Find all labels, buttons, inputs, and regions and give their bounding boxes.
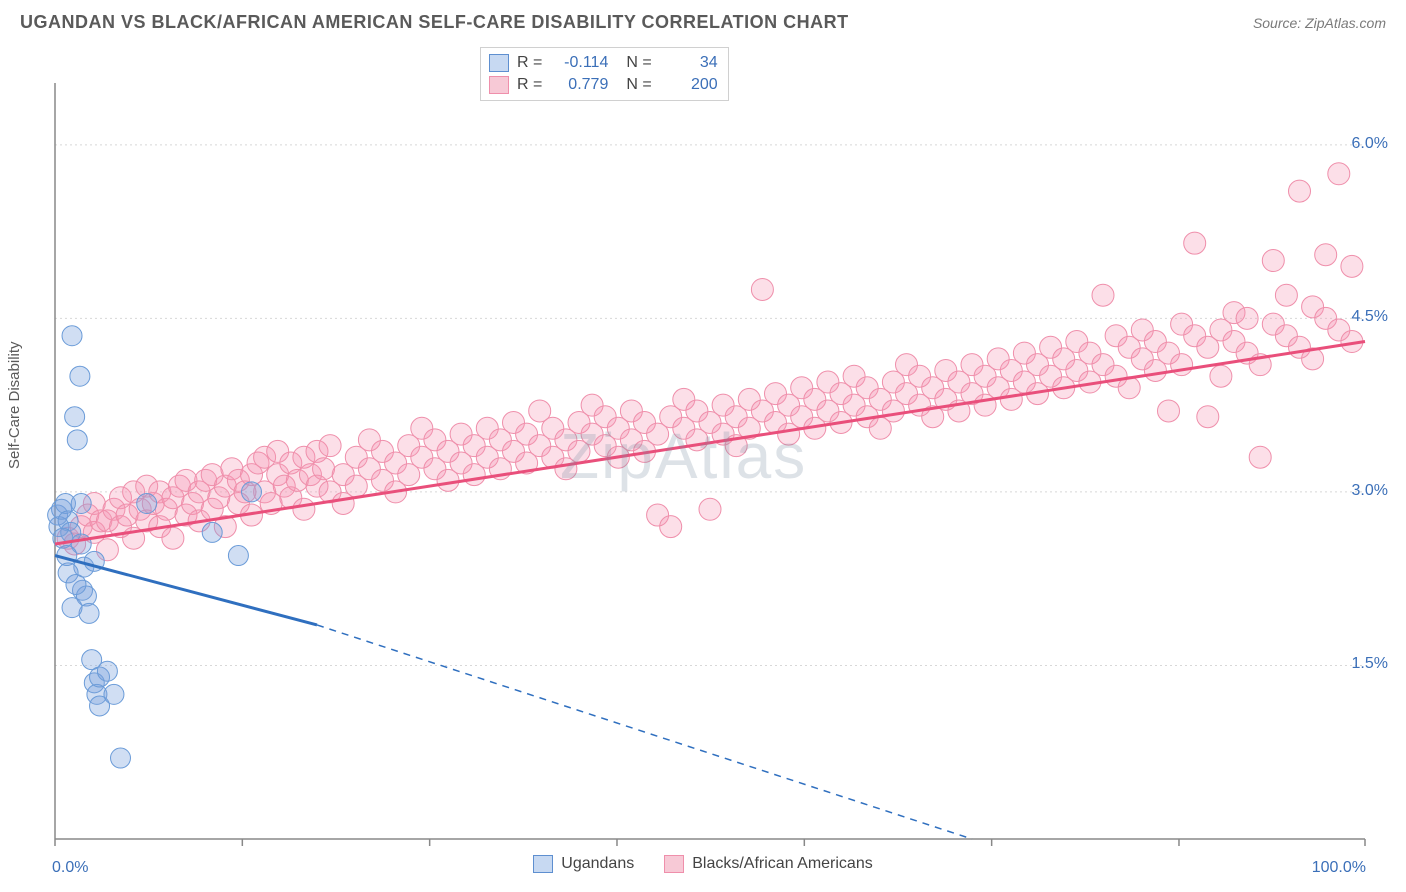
y-tick-label: 6.0%: [1352, 135, 1388, 153]
legend-series-name: Blacks/African Americans: [692, 855, 873, 873]
legend-series-name: Ugandans: [561, 855, 634, 873]
legend-swatch-icon: [533, 855, 553, 873]
legend-swatch-icon: [489, 54, 509, 72]
y-tick-label: 4.5%: [1352, 308, 1388, 326]
legend-n-label: N =: [626, 52, 651, 74]
legend-swatch-icon: [664, 855, 684, 873]
legend-r-label: R =: [517, 52, 542, 74]
legend-row: R = 0.779 N = 200: [489, 74, 718, 96]
y-axis-label: Self-Care Disability: [6, 341, 23, 469]
scatter-plot: [0, 39, 1406, 851]
chart-container: Self-Care Disability R = -0.114 N = 34 R…: [0, 39, 1406, 879]
legend-n-label: N =: [626, 74, 651, 96]
legend-r-label: R =: [517, 74, 542, 96]
correlation-legend: R = -0.114 N = 34 R = 0.779 N = 200: [480, 47, 729, 101]
legend-item: Blacks/African Americans: [664, 855, 873, 873]
source-label: Source: ZipAtlas.com: [1253, 15, 1386, 31]
legend-r-value: 0.779: [550, 74, 608, 96]
chart-title: UGANDAN VS BLACK/AFRICAN AMERICAN SELF-C…: [20, 12, 849, 33]
legend-r-value: -0.114: [550, 52, 608, 74]
legend-item: Ugandans: [533, 855, 634, 873]
y-tick-label: 1.5%: [1352, 655, 1388, 673]
legend-row: R = -0.114 N = 34: [489, 52, 718, 74]
legend-n-value: 34: [660, 52, 718, 74]
series-legend: Ugandans Blacks/African Americans: [0, 855, 1406, 873]
legend-n-value: 200: [660, 74, 718, 96]
legend-swatch-icon: [489, 76, 509, 94]
y-tick-label: 3.0%: [1352, 482, 1388, 500]
